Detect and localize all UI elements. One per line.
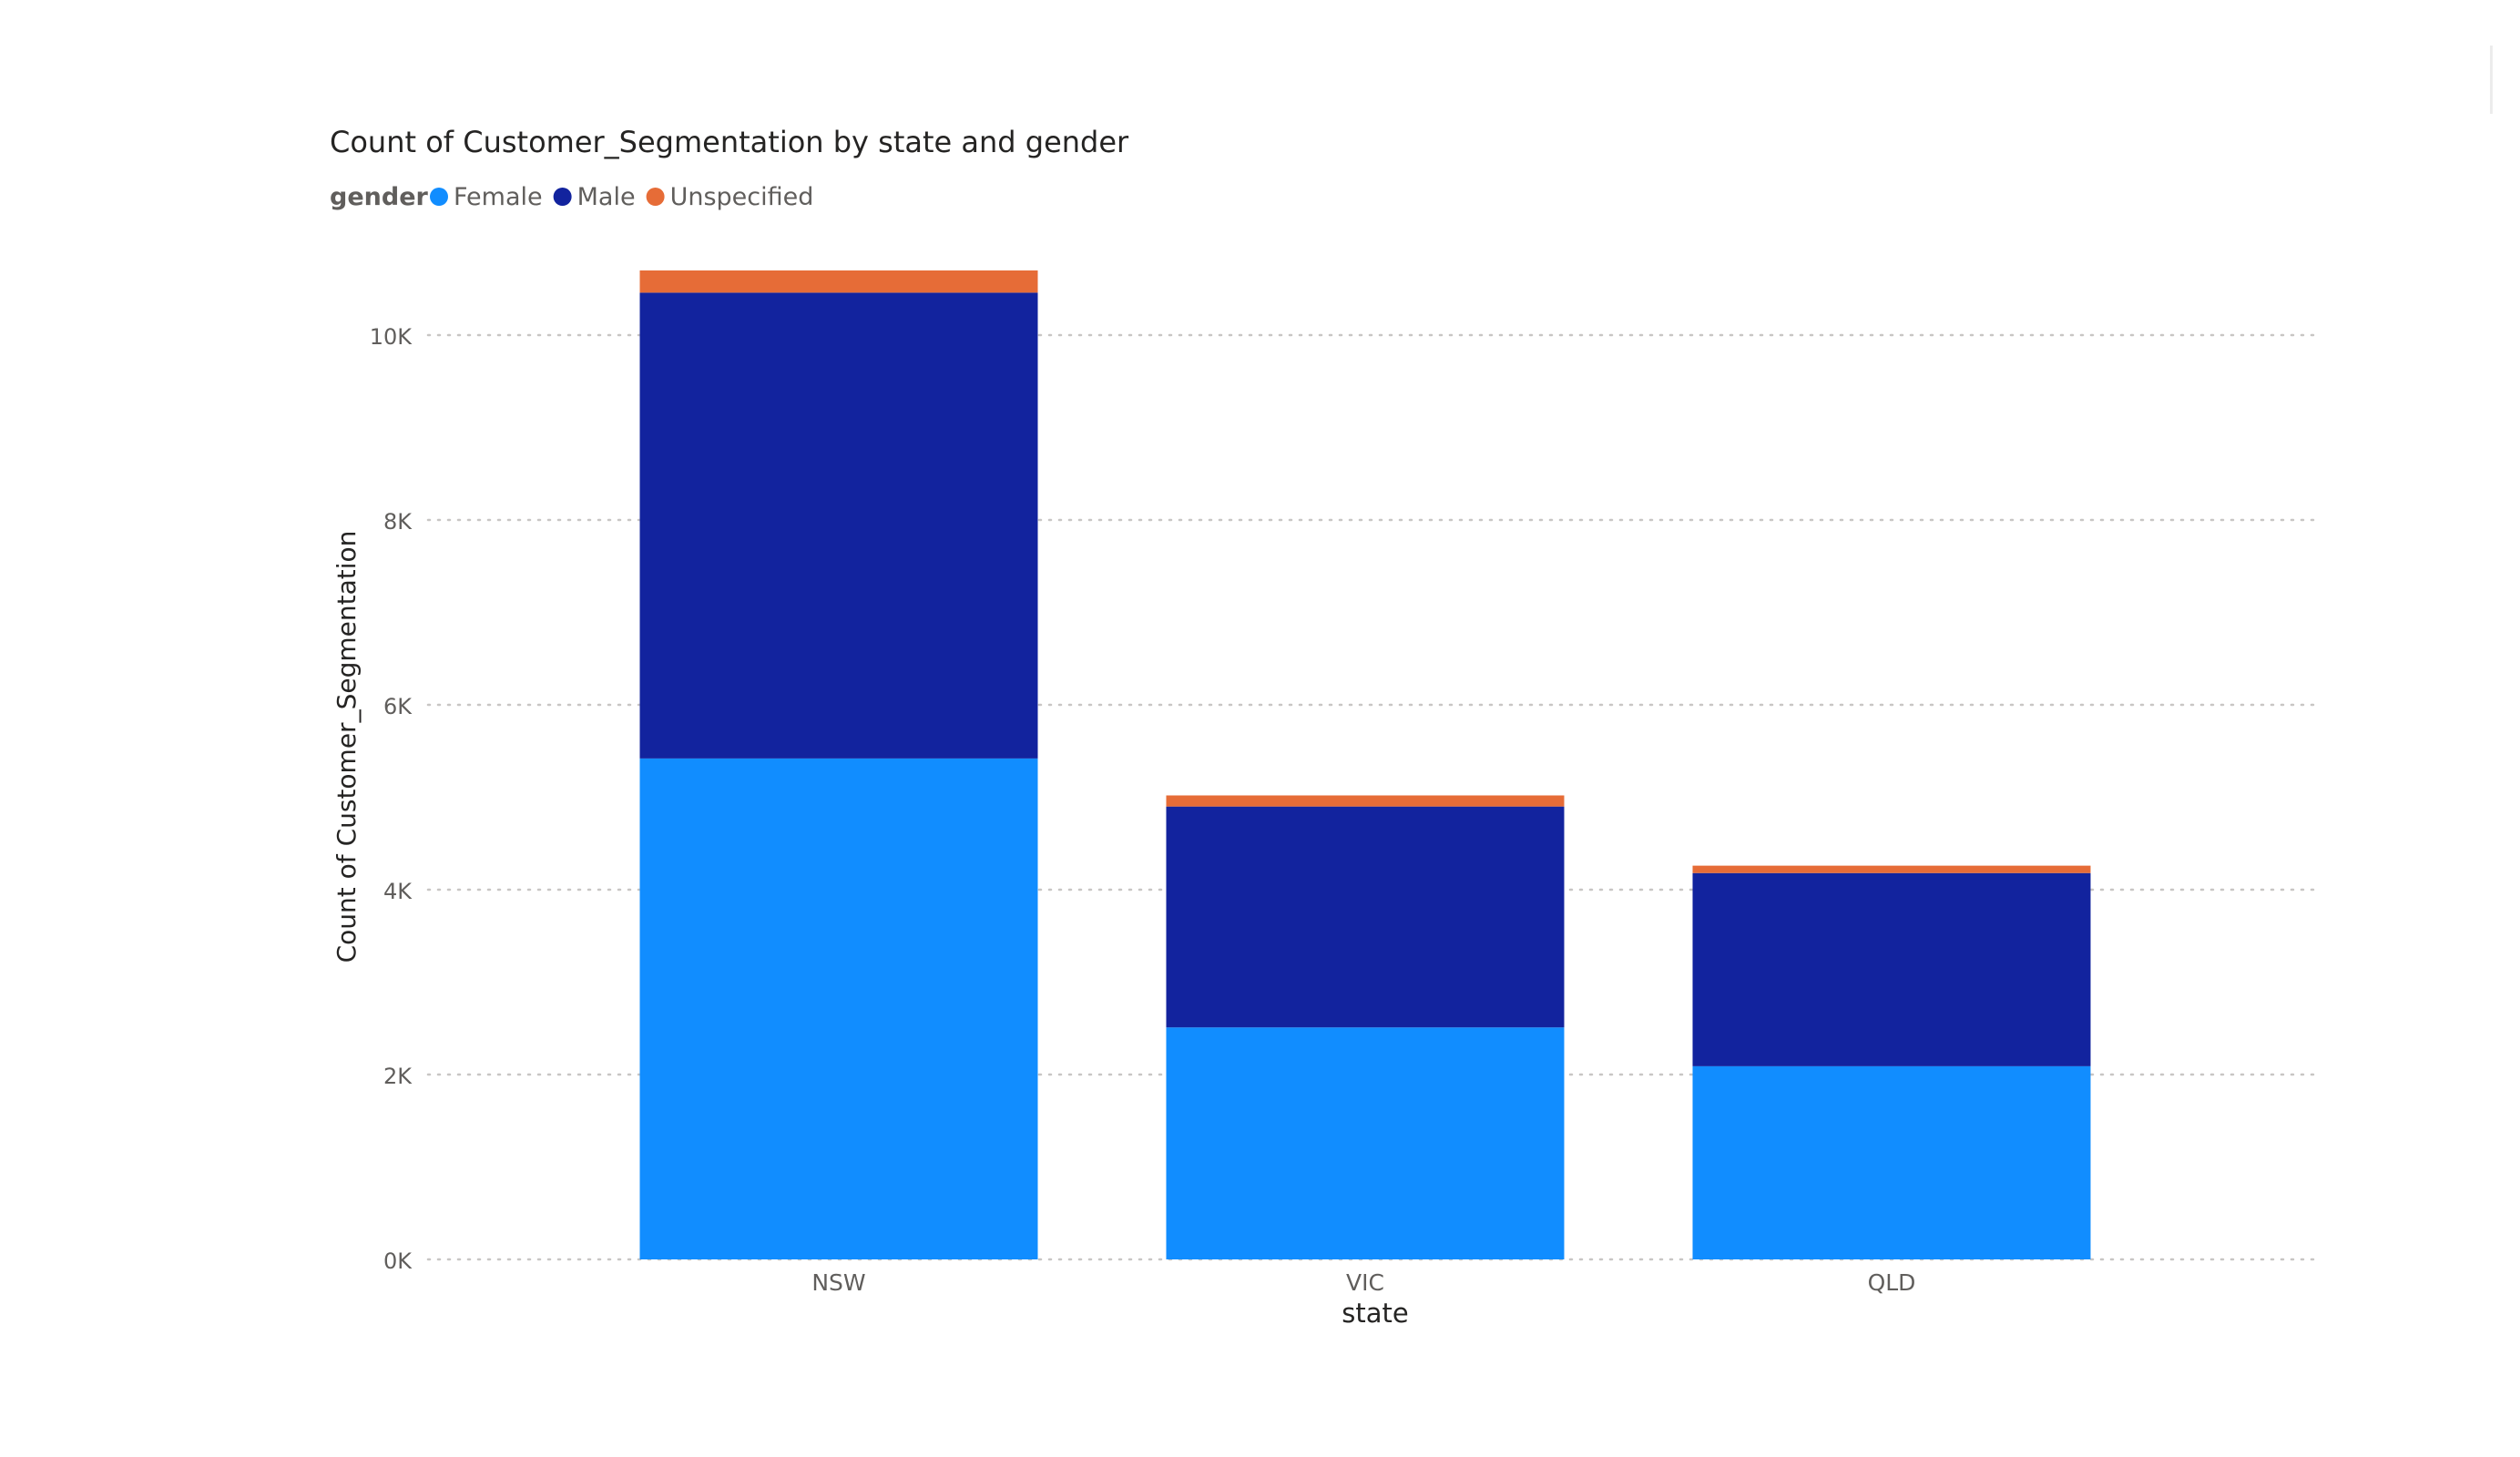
- bar-nsw-female[interactable]: [639, 758, 1038, 1259]
- bar-nsw-male[interactable]: [639, 292, 1038, 759]
- legend-label-male[interactable]: Male: [577, 183, 636, 211]
- x-tick-label: QLD: [1868, 1269, 1916, 1296]
- chart-title: Count of Customer_Segmentation by state …: [330, 125, 1129, 159]
- y-tick-label: 8K: [383, 509, 413, 535]
- legend-label-female[interactable]: Female: [454, 183, 543, 211]
- bar-vic-male[interactable]: [1166, 806, 1565, 1028]
- x-axis-label: state: [1342, 1298, 1408, 1329]
- y-tick-label: 2K: [383, 1064, 413, 1089]
- bar-vic-unspecified[interactable]: [1166, 795, 1565, 807]
- bar-series[interactable]: [639, 270, 2091, 1259]
- bar-qld-female[interactable]: [1692, 1065, 2091, 1259]
- legend-marker-male: [553, 188, 572, 206]
- chart-legend[interactable]: gender Female Male Unspecified: [330, 183, 813, 211]
- bar-qld-unspecified[interactable]: [1692, 865, 2091, 873]
- legend-marker-unspecified: [646, 188, 665, 206]
- bar-qld-male[interactable]: [1692, 872, 2091, 1066]
- bar-vic-female[interactable]: [1166, 1027, 1565, 1259]
- y-axis: 0K 2K 4K 6K 8K 10K: [370, 324, 413, 1274]
- y-tick-label: 0K: [383, 1248, 413, 1274]
- x-tick-label: NSW: [811, 1269, 865, 1296]
- y-tick-label: 4K: [383, 879, 413, 904]
- y-tick-label: 6K: [383, 694, 413, 719]
- bar-nsw-unspecified[interactable]: [639, 270, 1038, 293]
- y-axis-label: Count of Customer_Segmentation: [332, 531, 362, 963]
- x-axis: NSW VIC QLD: [811, 1269, 1915, 1296]
- legend-title: gender: [330, 183, 429, 211]
- x-tick-label: VIC: [1346, 1269, 1384, 1296]
- legend-marker-female: [430, 188, 448, 206]
- panel-edge-line: [2490, 46, 2493, 114]
- legend-label-unspecified[interactable]: Unspecified: [670, 183, 814, 211]
- y-tick-label: 10K: [370, 324, 413, 350]
